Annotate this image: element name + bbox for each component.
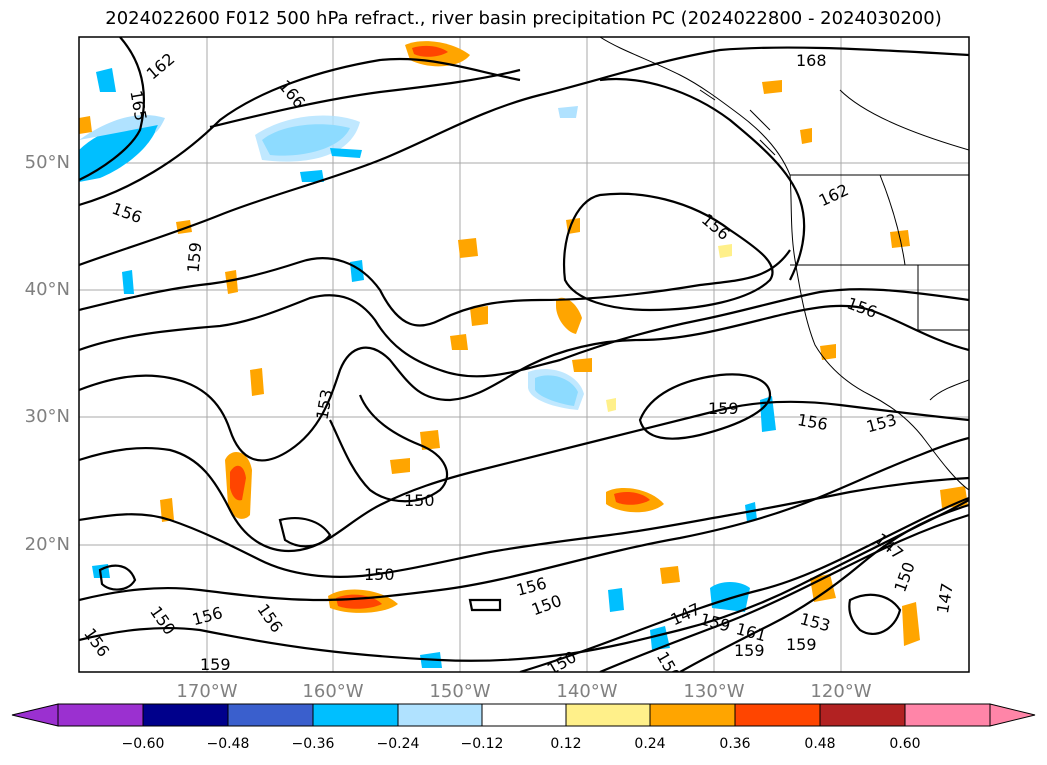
lon-label: 120°W [810,681,872,702]
lon-label: 140°W [556,681,618,702]
lon-label: 150°W [429,681,491,702]
colorbar [11,703,1036,727]
colorbar-tick-label: 0.48 [804,736,836,752]
contour-label: 159 [734,641,765,660]
colorbar-bin [227,703,314,727]
colorbar-bin [397,703,483,727]
colorbar-extend-high [989,703,1036,727]
colorbar-tick-label: −0.60 [121,736,165,752]
colorbar-tick-label: −0.36 [291,736,335,752]
contour-label: 159 [200,655,231,674]
colorbar-tick-label: −0.24 [376,736,420,752]
contour-label: 150 [404,491,435,510]
colorbar-tick-label: 0.24 [634,736,666,752]
lon-label: 170°W [176,681,238,702]
contour-label: 168 [796,51,827,70]
colorbar-extend-low [11,703,59,727]
colorbar-bin [481,703,567,727]
colorbar-bin [312,703,399,727]
colorbar-tick-label: 0.60 [889,736,921,752]
lat-label: 50°N [24,152,70,173]
colorbar-bin [819,703,906,727]
contour-label: 150 [364,565,395,584]
map-frame [78,36,970,673]
colorbar-bin [565,703,651,727]
colorbar-tick-label: −0.48 [206,736,250,752]
colorbar-tick-label: −0.12 [460,736,504,752]
colorbar-tick-label: 0.12 [550,736,582,752]
lat-label: 30°N [24,406,70,427]
lat-label: 20°N [24,534,70,555]
colorbar-bin [734,703,821,727]
contour-label: 159 [708,399,739,418]
colorbar-bin [904,703,991,727]
contour-lines [79,37,969,672]
colorbar-tick-label: 0.36 [719,736,751,752]
lon-label: 130°W [683,681,745,702]
colorbar-bin [57,703,144,727]
lon-label: 160°W [302,681,364,702]
contour-label: 159 [786,635,817,654]
coastlines [599,37,969,491]
map-background [79,37,969,672]
contour-label: 159 [184,241,206,273]
chart-title: 2024022600 F012 500 hPa refract., river … [105,8,942,29]
lat-label: 40°N [24,279,70,300]
colorbar-bin [142,703,229,727]
colorbar-bin [649,703,736,727]
